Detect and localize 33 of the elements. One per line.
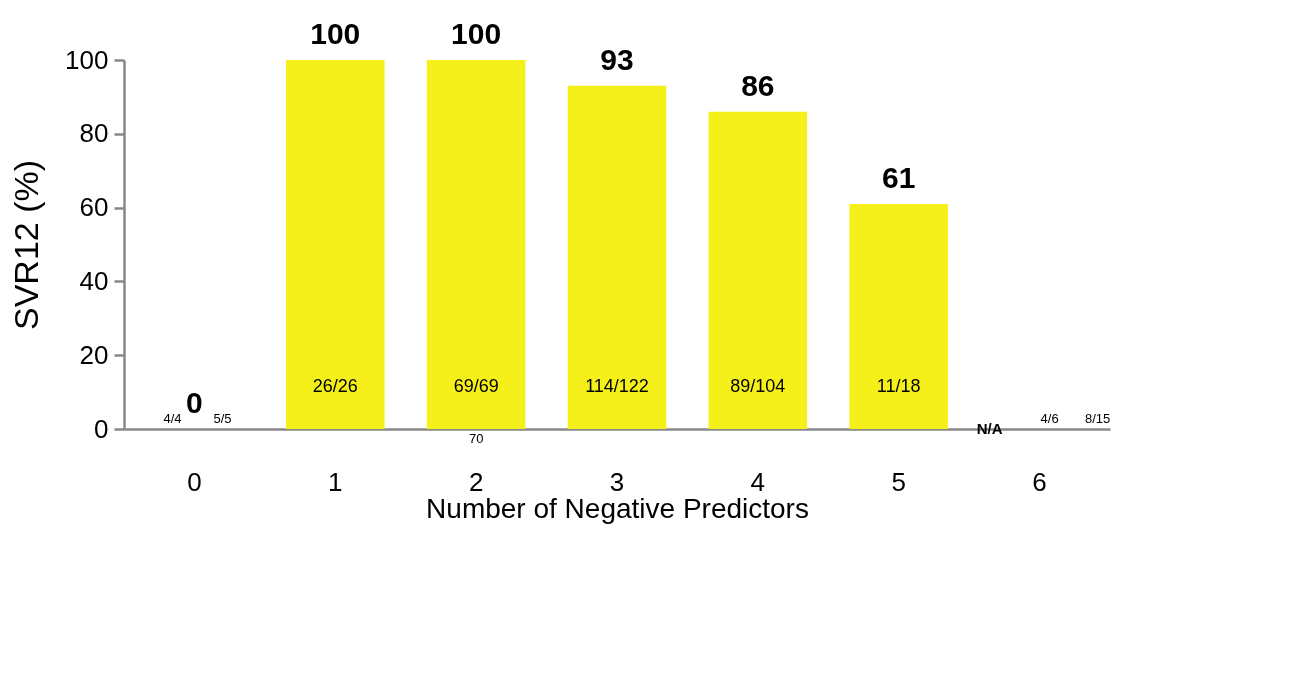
annotation: 8/15	[1084, 411, 1111, 426]
y-tick-label: 100	[65, 44, 109, 75]
data-label: 61	[882, 160, 916, 194]
bar	[426, 60, 526, 429]
x-tick-label: 0	[187, 466, 202, 497]
annotation: 89/104	[730, 376, 786, 396]
bar	[285, 60, 385, 429]
annotation: 114/122	[585, 376, 649, 396]
text: 70	[468, 431, 484, 446]
data-label: 100	[451, 17, 502, 50]
data-label: 100	[310, 17, 361, 50]
x-tick-label: 5	[891, 466, 906, 497]
x-tick-label: 6	[1032, 466, 1047, 497]
annotation: 5/5	[213, 411, 232, 426]
y-tick-label: 60	[79, 192, 109, 223]
data-label: 0	[186, 386, 203, 419]
x-tick-label: 1	[328, 466, 343, 497]
bar	[708, 111, 808, 429]
data-label: 86	[741, 68, 775, 102]
annotation: 69/69	[453, 376, 499, 396]
y-tick-label: 40	[79, 265, 109, 296]
y-tick-label: 80	[79, 118, 109, 149]
bar	[567, 85, 667, 429]
bar	[849, 203, 949, 429]
y-tick-label: 0	[94, 413, 109, 444]
annotation: 26/26	[312, 376, 358, 396]
annotation: 11/18	[876, 376, 921, 396]
y-axis-title: SVR12 (%)	[7, 159, 46, 331]
text: N/A	[976, 420, 1003, 437]
y-tick-label: 20	[79, 339, 109, 370]
annotation: 4/6	[1040, 411, 1059, 426]
data-label: 93	[600, 42, 634, 76]
annotation: 4/4	[163, 411, 182, 426]
